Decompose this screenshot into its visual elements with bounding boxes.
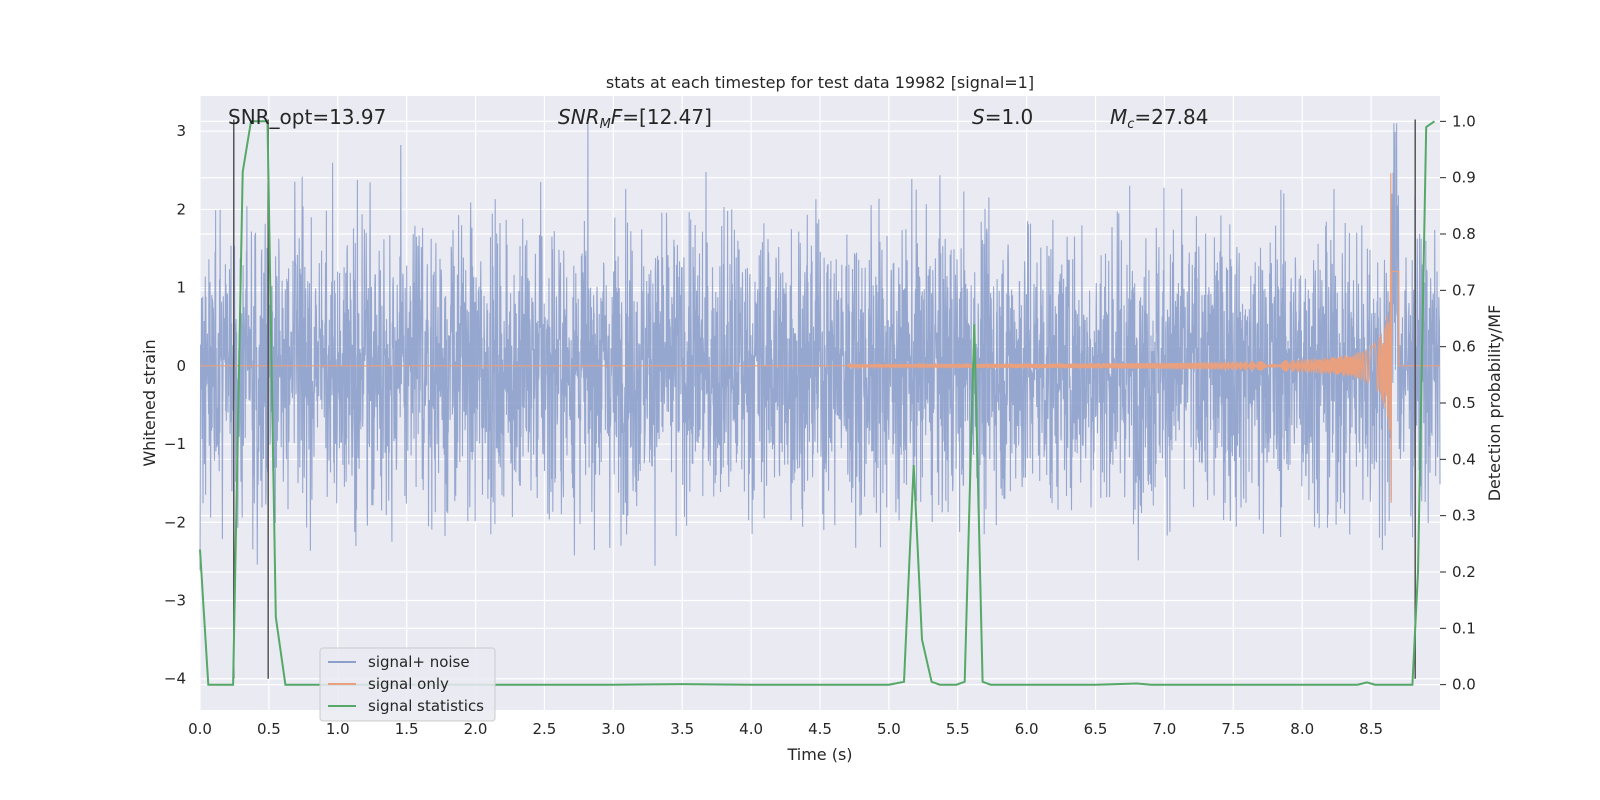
x-tick-label: 4.0 bbox=[739, 720, 763, 738]
x-tick-label: 7.0 bbox=[1153, 720, 1177, 738]
x-tick-label: 5.5 bbox=[946, 720, 970, 738]
x-tick-label: 4.5 bbox=[808, 720, 832, 738]
x-tick-label: 3.5 bbox=[670, 720, 694, 738]
x-tick-label: 0.5 bbox=[257, 720, 281, 738]
x-tick-label: 6.0 bbox=[1015, 720, 1039, 738]
y-tick-label: 3 bbox=[176, 122, 186, 140]
x-axis-label: Time (s) bbox=[786, 745, 852, 764]
x-tick-label: 2.5 bbox=[533, 720, 557, 738]
s-value: =1.0 bbox=[985, 105, 1034, 129]
signal-statistics-series bbox=[199, 120, 1436, 686]
annotation-s: S=1.0 bbox=[972, 105, 1033, 129]
series-signal-plus-noise-line bbox=[199, 123, 1441, 571]
legend-label-signal: signal only bbox=[368, 675, 449, 693]
y-tick-label: 0 bbox=[176, 357, 186, 375]
snr-mf-f: F bbox=[611, 105, 623, 129]
y-tick-label: −4 bbox=[164, 670, 186, 688]
mc-value: =27.84 bbox=[1134, 105, 1208, 129]
x-tick-label: 1.0 bbox=[326, 720, 350, 738]
series-signal-only-line bbox=[200, 173, 1440, 503]
chart-title: stats at each timestep for test data 199… bbox=[606, 73, 1034, 92]
mc-symbol: M bbox=[1110, 105, 1127, 129]
legend: signal+ noise signal only signal statist… bbox=[319, 647, 496, 722]
y-tick-label: −2 bbox=[164, 513, 186, 531]
snr-mf-subscript: M bbox=[600, 117, 611, 132]
y-tick-label: 2 bbox=[176, 200, 186, 218]
mc-subscript: c bbox=[1127, 117, 1134, 132]
s-symbol: S bbox=[972, 105, 985, 129]
x-tick-label: 0.0 bbox=[188, 720, 212, 738]
legend-box bbox=[319, 647, 496, 722]
y2-tick-label: 0.1 bbox=[1452, 619, 1476, 637]
y2-tick-label: 0.5 bbox=[1452, 394, 1476, 412]
y2-tick-label: 0.4 bbox=[1452, 450, 1476, 468]
annotation-snr-mf: SNRMF=[12.47] bbox=[558, 105, 712, 132]
signal-plus-noise-series bbox=[199, 123, 1441, 571]
x-tick-label: 5.0 bbox=[877, 720, 901, 738]
tick-labels: 0.0 0.5 1.0 1.5 2.0 2.5 3.0 3.5 4.0 4.5 5.0 5.5 6.0 6… bbox=[164, 112, 1476, 738]
y2-axis-label: Detection probability/MF bbox=[1485, 305, 1504, 502]
annotation-mc: Mc=27.84 bbox=[1110, 105, 1208, 132]
y2-tick-label: 0.9 bbox=[1452, 169, 1476, 187]
x-tick-label: 1.5 bbox=[395, 720, 419, 738]
snr-mf-symbol: SNR bbox=[558, 105, 600, 129]
y2-tick-label: 0.3 bbox=[1452, 507, 1476, 525]
x-tick-label: 8.0 bbox=[1290, 720, 1314, 738]
y2-tick-label: 1.0 bbox=[1452, 112, 1476, 130]
legend-label-stats: signal statistics bbox=[368, 697, 484, 715]
series-signal-statistics-line bbox=[199, 120, 1436, 686]
y-tick-label: −1 bbox=[164, 435, 186, 453]
y-axis-label: Whitened strain bbox=[140, 339, 159, 466]
y2-tick-label: 0.8 bbox=[1452, 225, 1476, 243]
annotation-snr-opt: SNR_opt=13.97 bbox=[228, 105, 386, 129]
signal-only-series bbox=[200, 173, 1440, 503]
snr-mf-value: =[12.47] bbox=[622, 105, 712, 129]
y2-tick-label: 0.6 bbox=[1452, 338, 1476, 356]
y-tick-label: −3 bbox=[164, 591, 186, 609]
x-tick-label: 8.5 bbox=[1359, 720, 1383, 738]
x-tick-label: 2.0 bbox=[464, 720, 488, 738]
y-tick-label: 1 bbox=[176, 279, 186, 297]
y2-tick-label: 0.7 bbox=[1452, 281, 1476, 299]
y2-tick-label: 0.2 bbox=[1452, 563, 1476, 581]
x-tick-label: 7.5 bbox=[1221, 720, 1245, 738]
x-tick-label: 6.5 bbox=[1084, 720, 1108, 738]
legend-label-noise: signal+ noise bbox=[368, 653, 470, 671]
y2-tick-label: 0.0 bbox=[1452, 676, 1476, 694]
x-tick-label: 3.0 bbox=[601, 720, 625, 738]
